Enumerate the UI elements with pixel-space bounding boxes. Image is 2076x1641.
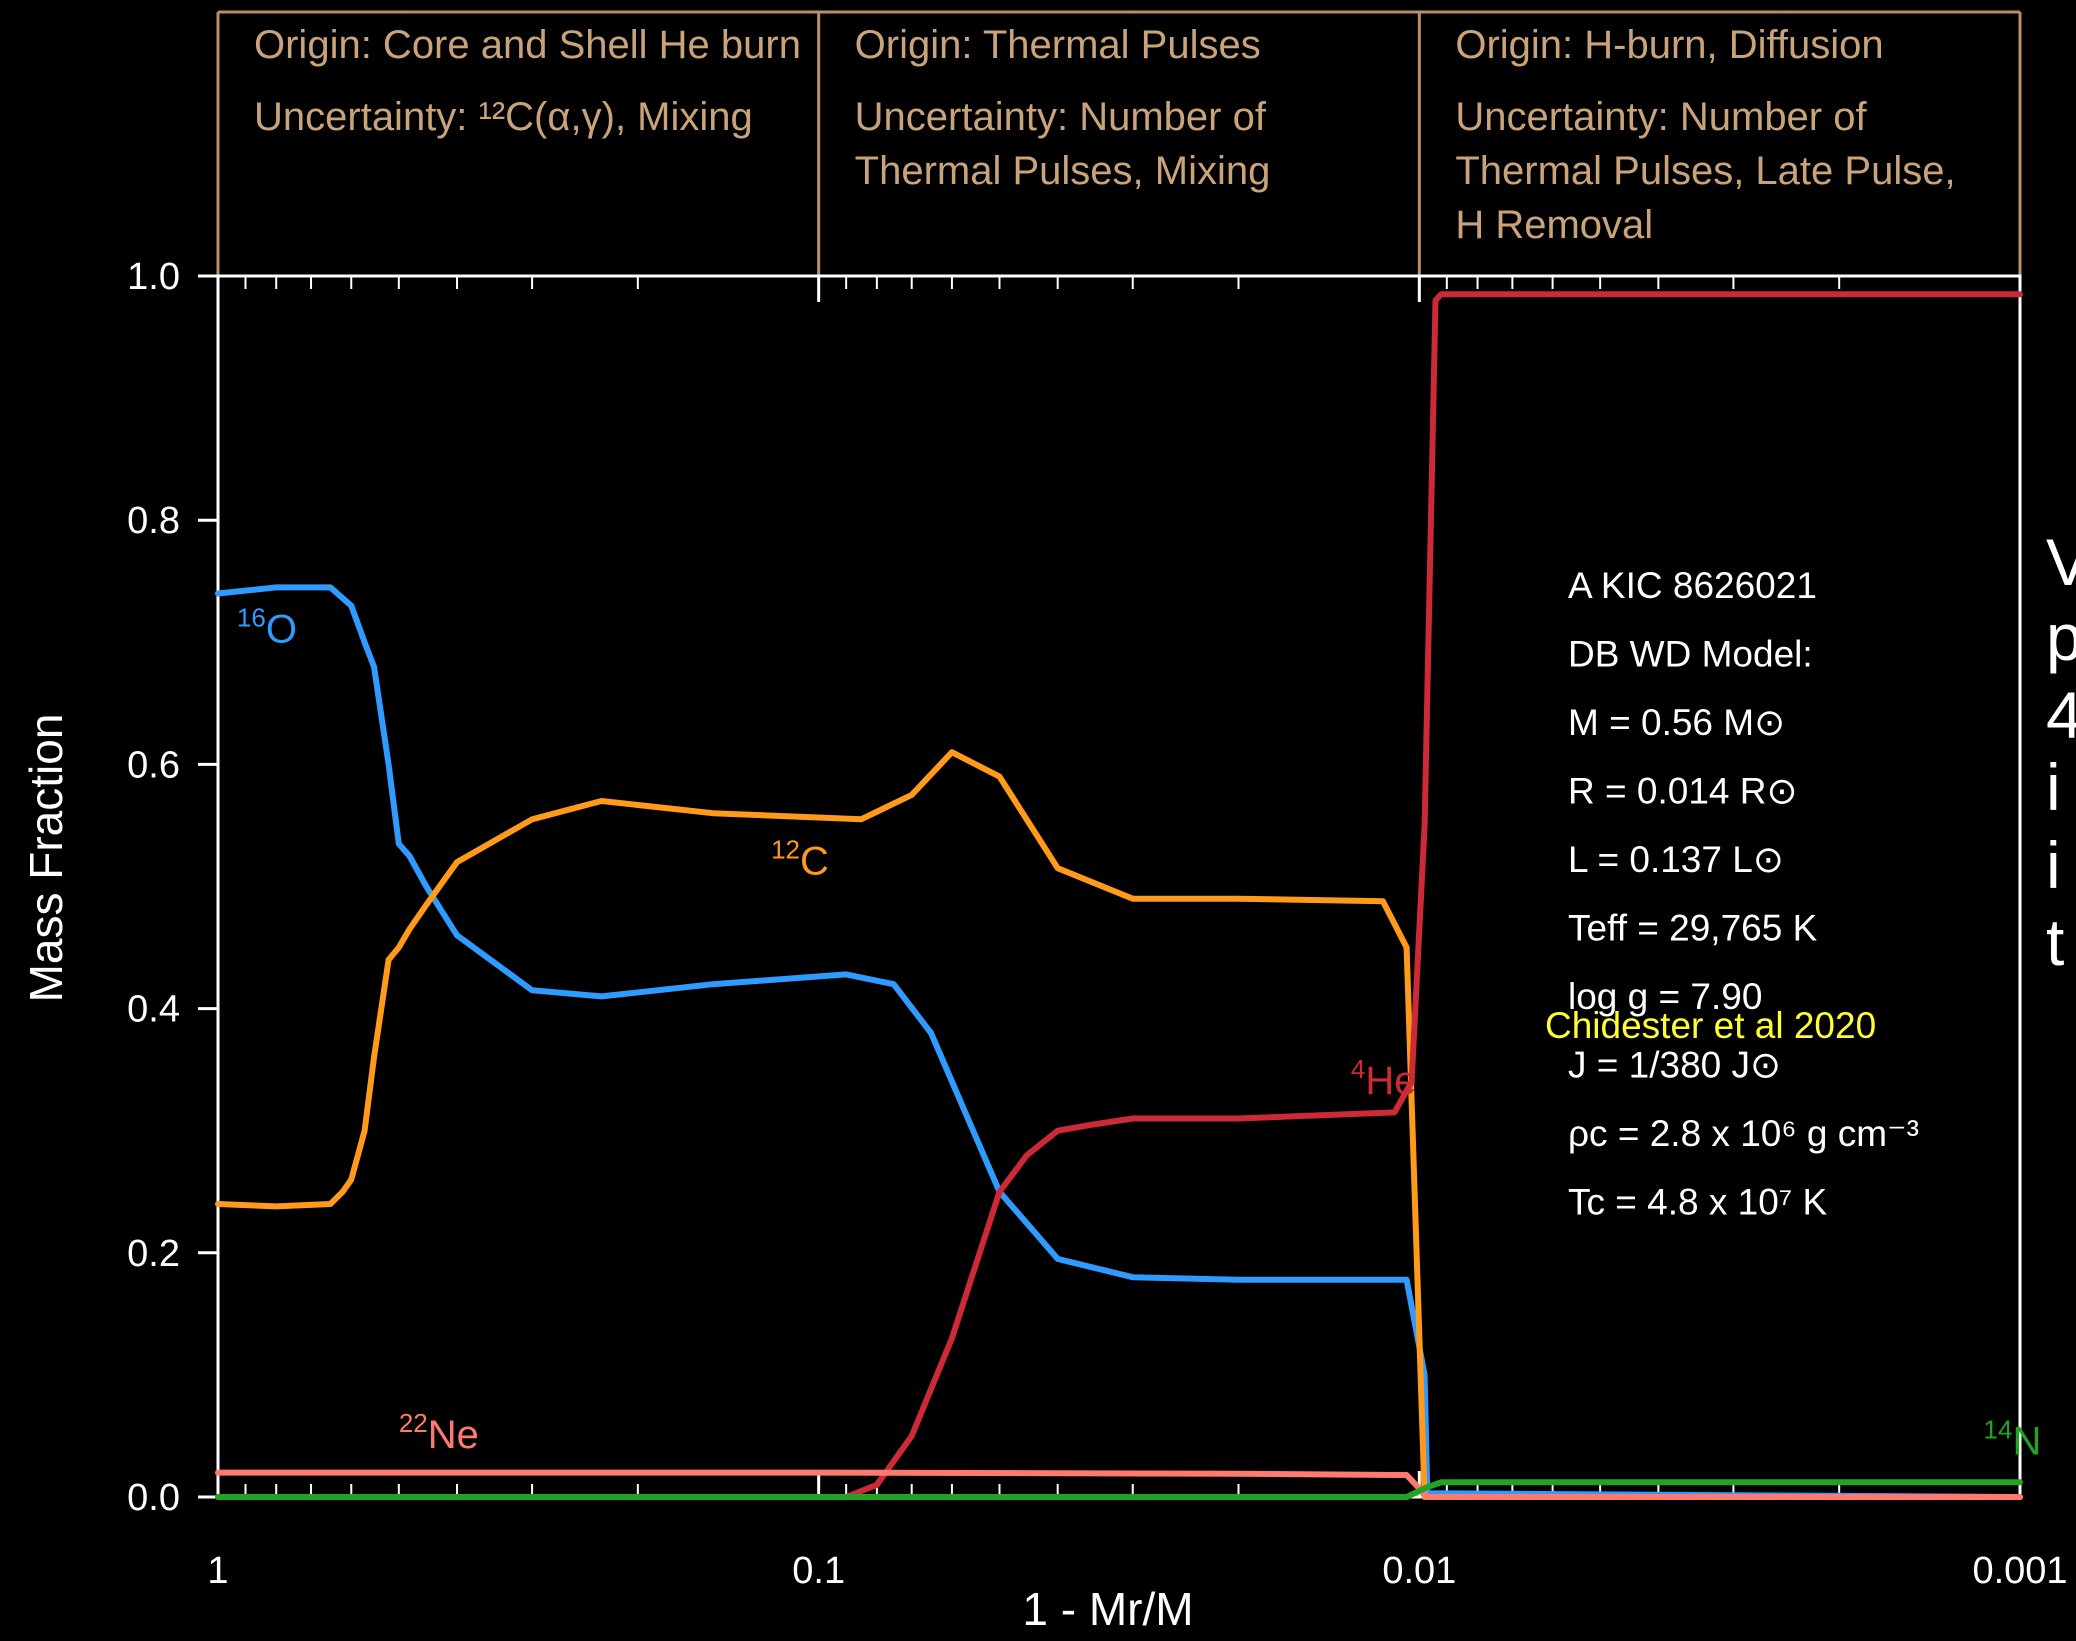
plot-frame <box>216 274 2022 1499</box>
y-tick-label: 0.0 <box>127 1477 180 1519</box>
x-tick-label: 0.1 <box>792 1550 845 1592</box>
y-tick-label: 0.4 <box>127 989 180 1031</box>
region-uncertainty-1-1: Thermal Pulses, Mixing <box>855 149 1271 193</box>
region-uncertainty-2-0: Uncertainty: Number of <box>1455 95 1867 139</box>
annotation-line: Teff = 29,765 K <box>1568 908 1818 949</box>
x-tick-label: 0.001 <box>1972 1550 2067 1592</box>
series-14N <box>215 1479 2023 1500</box>
series-22Ne <box>215 1469 2023 1500</box>
region-origin-1: Origin: Thermal Pulses <box>855 23 1261 67</box>
model-annotation: A KIC 8626021 DB WD Model: M = 0.56 M⊙ R = … <box>1545 565 1919 1223</box>
annotation-line: ρc = 2.8 x 10⁶ g cm⁻³ <box>1568 1113 1919 1154</box>
series-lines <box>215 291 2023 1500</box>
x-tick-label: 1 <box>207 1550 228 1592</box>
label-16O: 16O <box>237 602 297 651</box>
series-12C <box>215 749 2023 1500</box>
y-tick-label: 0.6 <box>127 744 180 786</box>
side-letter: i <box>2046 750 2061 824</box>
annotation-line: M = 0.56 M⊙ <box>1568 702 1785 743</box>
species-labels: 16O 12C 4He 22Ne 14N <box>237 602 2041 1463</box>
label-22Ne: 22Ne <box>399 1408 479 1457</box>
side-letter: t <box>2046 905 2064 979</box>
side-letter: p <box>2046 600 2076 674</box>
series-16O <box>215 584 2023 1500</box>
x-tick-label: 0.01 <box>1382 1550 1456 1592</box>
region-uncertainty-1-0: Uncertainty: Number of <box>855 95 1267 139</box>
series-4He <box>215 291 2023 1500</box>
annotation-line: L = 0.137 L⊙ <box>1568 839 1784 880</box>
y-tick-label: 0.8 <box>127 500 180 542</box>
x-axis-title: 1 - Mr/M <box>1022 1583 1193 1635</box>
y-axis-title: Mass Fraction <box>20 714 72 1003</box>
y-tick-label: 0.2 <box>127 1233 180 1275</box>
annotation-line: A KIC 8626021 <box>1568 565 1817 606</box>
label-12C: 12C <box>771 834 829 883</box>
origin-regions: Origin: Core and Shell He burn Uncertaint… <box>216 10 2022 276</box>
annotation-line: J = 1/380 J⊙ <box>1568 1045 1781 1086</box>
label-4He: 4He <box>1351 1054 1417 1103</box>
annotation-line: DB WD Model: <box>1568 634 1813 675</box>
region-uncertainty-2-1: Thermal Pulses, Late Pulse, <box>1455 149 1955 193</box>
citation: Chidester et al 2020 <box>1545 1005 1876 1046</box>
y-tick-label: 1.0 <box>127 256 180 298</box>
annotation-line: Tc = 4.8 x 10⁷ K <box>1568 1182 1827 1223</box>
annotation-line: R = 0.014 R⊙ <box>1568 771 1797 812</box>
region-uncertainty-2-2: H Removal <box>1455 203 1653 247</box>
region-origin-0: Origin: Core and Shell He burn <box>254 23 801 67</box>
region-uncertainty-0-0: Uncertainty: ¹²C(α,γ), Mixing <box>254 95 753 139</box>
region-origin-2: Origin: H-burn, Diffusion <box>1455 23 1883 67</box>
label-14N: 14N <box>1984 1414 2042 1463</box>
axes: 1 0.1 0.01 0.001 0.0 0.2 0.4 0.6 0.8 1.0 <box>127 256 2067 1592</box>
annotation-line: log g = 7.90 <box>1568 976 1762 1017</box>
side-letter: i <box>2046 828 2061 902</box>
side-letter: V <box>2046 525 2076 599</box>
side-letter: 4 <box>2046 678 2076 752</box>
